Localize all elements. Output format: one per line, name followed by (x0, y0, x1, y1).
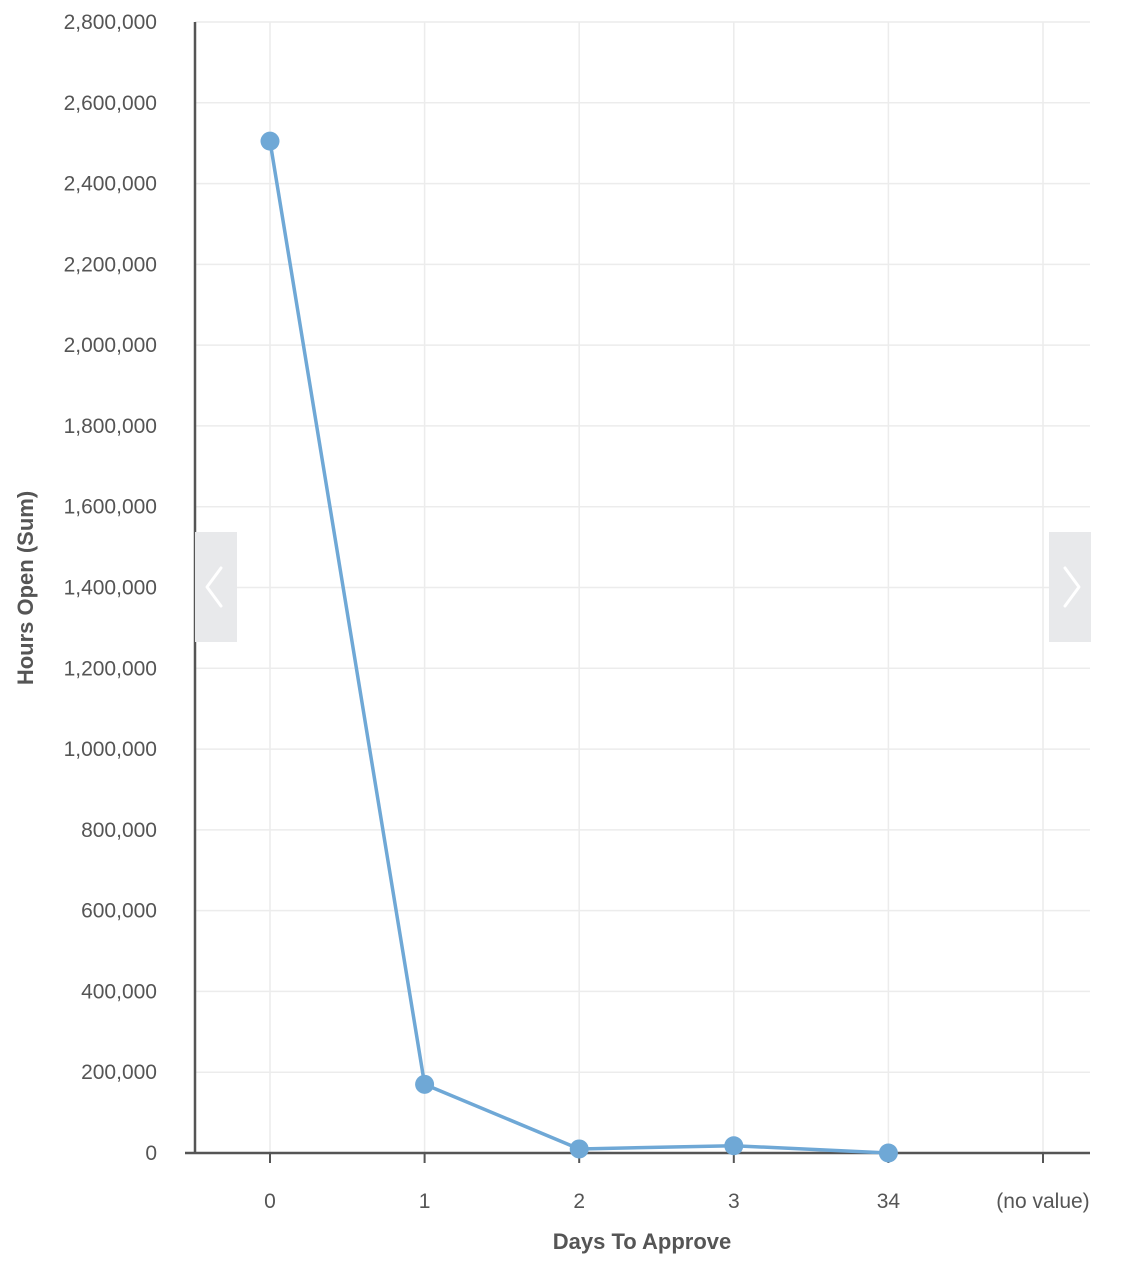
grid (195, 21, 1090, 1153)
x-axis-title: Days To Approve (553, 1229, 731, 1254)
y-tick-label: 1,000,000 (64, 738, 157, 761)
next-button[interactable] (1049, 532, 1091, 642)
y-tick-label: 1,200,000 (64, 657, 157, 680)
y-tick-label: 1,800,000 (64, 415, 157, 438)
y-tick-label: 2,600,000 (64, 92, 157, 115)
data-point[interactable] (878, 1143, 898, 1163)
x-tick-label: (no value) (996, 1190, 1089, 1213)
data-point[interactable] (569, 1139, 589, 1159)
x-tick-label: 0 (264, 1190, 276, 1213)
chevron-right-icon (1063, 566, 1081, 608)
data-point[interactable] (415, 1074, 435, 1094)
y-tick-label: 2,800,000 (64, 11, 157, 34)
y-tick-label: 200,000 (81, 1061, 157, 1084)
y-tick-label: 2,200,000 (64, 253, 157, 276)
data-point[interactable] (260, 131, 280, 151)
y-tick-labels: 0 200,000 400,000 600,000 800,000 1,000,000 1,… (64, 11, 157, 1165)
x-tick-label: 2 (573, 1190, 585, 1213)
y-tick-label: 400,000 (81, 980, 157, 1003)
chevron-left-icon (205, 566, 223, 608)
y-axis-title: Hours Open (Sum) (13, 491, 38, 685)
y-tick-label: 600,000 (81, 900, 157, 923)
y-tick-label: 2,000,000 (64, 334, 157, 357)
x-tick-label: 34 (877, 1190, 901, 1213)
x-tick-labels: 0 1 2 3 34 (no value) (264, 1190, 1090, 1213)
previous-button[interactable] (195, 532, 237, 642)
data-point[interactable] (724, 1136, 744, 1156)
y-tick-label: 0 (145, 1142, 157, 1165)
y-tick-label: 800,000 (81, 819, 157, 842)
x-tick-label: 1 (419, 1190, 431, 1213)
y-tick-label: 1,400,000 (64, 577, 157, 600)
x-tick-label: 3 (728, 1190, 740, 1213)
y-tick-label: 2,400,000 (64, 173, 157, 196)
series (260, 131, 898, 1163)
y-tick-label: 1,600,000 (64, 496, 157, 519)
